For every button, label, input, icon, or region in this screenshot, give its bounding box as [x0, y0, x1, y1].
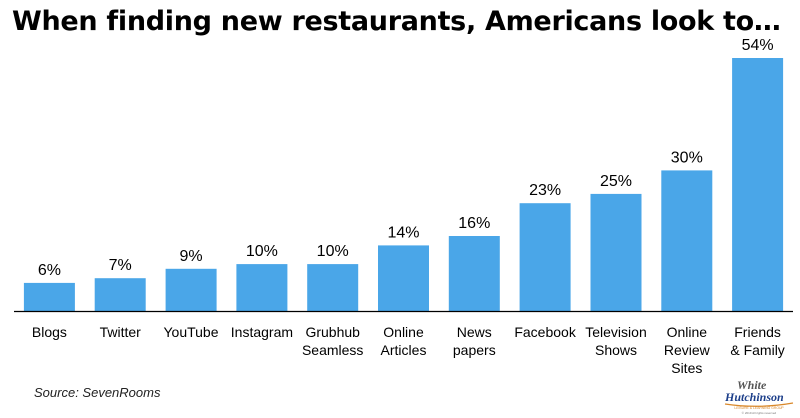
category-label: Online Review Sites: [664, 324, 711, 376]
category-label: Television Shows: [585, 324, 646, 358]
source-note: Source: SevenRooms: [34, 385, 161, 400]
category-label: Facebook: [514, 324, 576, 340]
bar: [590, 193, 642, 311]
data-label: 7%: [109, 257, 132, 274]
bar: [165, 268, 217, 311]
logo-tagline: LEISURE & LEARNING GROUP: [734, 406, 784, 410]
bar: [307, 264, 359, 311]
data-label: 9%: [179, 248, 202, 265]
logo-text-hutchinson: Hutchinson: [724, 390, 784, 404]
data-label: 10%: [317, 243, 349, 260]
bar: [378, 245, 429, 311]
logo-text-white: White: [737, 378, 767, 392]
category-label: Grubhub Seamless: [302, 324, 363, 358]
category-label: Twitter: [100, 324, 142, 340]
data-label: 6%: [38, 262, 61, 279]
bar: [94, 278, 146, 311]
data-label: 23%: [529, 182, 561, 199]
category-label: Instagram: [231, 324, 293, 340]
data-label: 16%: [458, 215, 490, 232]
bar: [661, 170, 713, 311]
category-label: News papers: [453, 324, 496, 358]
chart-title: When finding new restaurants, Americans …: [12, 6, 781, 37]
category-label: Online Articles: [381, 324, 427, 358]
bar: [236, 264, 288, 311]
data-label: 30%: [671, 149, 703, 166]
bar: [732, 58, 784, 311]
category-label: YouTube: [163, 324, 218, 340]
data-label: 25%: [600, 173, 632, 190]
white-hutchinson-logo: White Hutchinson LEISURE & LEARNING GROU…: [724, 378, 794, 415]
bar: [448, 236, 500, 311]
bar: [23, 282, 75, 311]
data-label: 54%: [742, 37, 774, 54]
data-label: 10%: [246, 243, 278, 260]
logo-copyright: © 2019 All rights reserved: [742, 411, 777, 415]
category-label: Friends & Family: [730, 324, 784, 358]
category-label: Blogs: [32, 324, 67, 340]
data-label: 14%: [387, 224, 419, 241]
bar: [519, 203, 571, 311]
